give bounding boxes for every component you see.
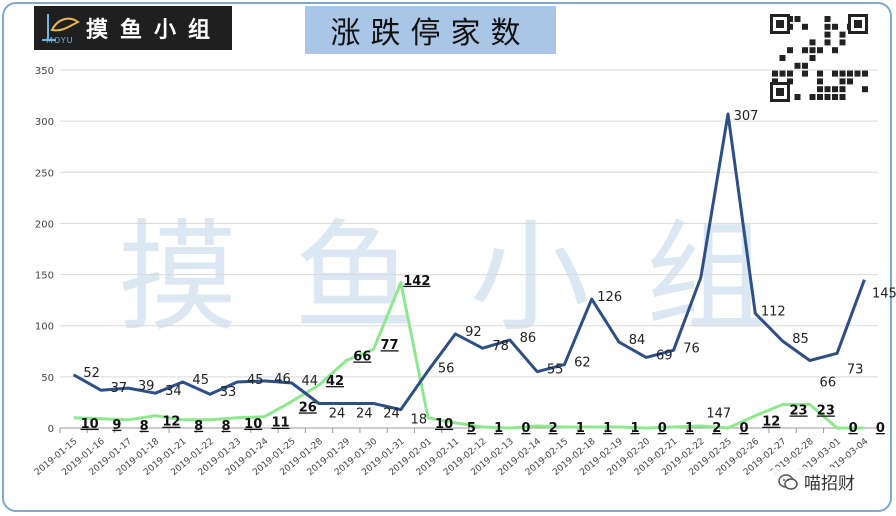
- data-label-down: 0: [740, 421, 749, 436]
- data-label-up: 69: [656, 348, 673, 363]
- data-label-up: 73: [847, 362, 864, 377]
- y-tick-label: 350: [35, 66, 54, 77]
- data-label-up: 84: [629, 333, 646, 348]
- data-label-up: 145: [872, 287, 896, 302]
- data-label-up: 52: [83, 366, 100, 381]
- data-label-down: 5: [467, 421, 476, 436]
- data-label-up: 24: [383, 406, 400, 421]
- data-label-up: 147: [706, 407, 731, 422]
- data-label-down: 8: [140, 419, 149, 434]
- data-label-down: 0: [849, 421, 858, 436]
- y-tick-label: 0: [48, 424, 54, 435]
- data-label-up: 33: [220, 385, 237, 400]
- data-label-down: 11: [271, 416, 289, 431]
- y-tick-label: 50: [41, 373, 54, 384]
- data-label-up: 85: [792, 332, 809, 347]
- y-tick-label: 250: [35, 168, 54, 179]
- data-label-down: 42: [326, 374, 344, 389]
- y-tick-label: 150: [35, 271, 54, 282]
- data-label-down: 0: [876, 421, 885, 436]
- data-label-up: 56: [438, 362, 455, 377]
- data-label-up: 126: [597, 290, 622, 305]
- brand-logo: MOYU 摸鱼小组: [34, 6, 232, 50]
- data-label-down: 1: [630, 421, 639, 436]
- series-line-down: [73, 281, 865, 430]
- data-label-down: 12: [162, 415, 180, 430]
- data-label-up: 112: [761, 304, 786, 319]
- data-label-up: 39: [138, 379, 155, 394]
- data-label-up: 62: [574, 356, 591, 371]
- data-label-down: 23: [790, 403, 808, 418]
- data-label-down: 10: [435, 417, 453, 432]
- data-label-down: 10: [244, 417, 262, 432]
- data-label-up: 34: [165, 384, 182, 399]
- data-label-down: 1: [494, 421, 503, 436]
- data-label-down: 77: [381, 338, 399, 353]
- data-label-up: 37: [111, 381, 128, 396]
- wechat-badge: 喵招财: [772, 467, 861, 496]
- data-label-down: 0: [521, 421, 530, 436]
- data-label-up: 44: [301, 374, 318, 389]
- data-label-down: 2: [549, 421, 558, 436]
- data-label-up: 18: [411, 413, 428, 428]
- wechat-icon: [778, 473, 798, 490]
- data-label-down: 66: [353, 349, 371, 364]
- y-tick-label: 200: [35, 219, 54, 230]
- data-label-down: 23: [817, 403, 835, 418]
- fish-logo-icon: MOYU: [34, 6, 86, 50]
- wechat-label: 喵招财: [804, 474, 855, 494]
- y-tick-label: 300: [35, 117, 54, 128]
- chart-title-box: 涨跌停家数: [305, 6, 556, 54]
- logo-sub-text: MOYU: [46, 36, 74, 45]
- data-label-up: 46: [274, 372, 291, 387]
- data-label-down: 1: [576, 421, 585, 436]
- data-label-down: 9: [112, 418, 121, 433]
- data-label-up: 55: [547, 363, 564, 378]
- data-label-down: 26: [299, 400, 317, 415]
- data-label-up: 66: [820, 375, 837, 390]
- data-label-down: 8: [221, 419, 230, 434]
- data-label-down: 8: [194, 419, 203, 434]
- data-label-up: 24: [356, 406, 373, 421]
- data-label-down: 1: [685, 421, 694, 436]
- qr-code-icon: [768, 12, 872, 104]
- data-label-up: 76: [683, 341, 700, 356]
- data-label-down: 0: [658, 421, 667, 436]
- data-label-up: 45: [192, 373, 209, 388]
- chart-title: 涨跌停家数: [330, 16, 531, 51]
- y-tick-label: 100: [35, 322, 54, 333]
- data-label-down: 10: [81, 417, 99, 432]
- data-label-down: 2: [712, 421, 721, 436]
- data-label-down: 142: [403, 274, 430, 289]
- series-line-up: [72, 112, 866, 412]
- data-label-up: 86: [520, 331, 537, 346]
- data-label-up: 24: [329, 406, 346, 421]
- data-label-up: 307: [734, 109, 759, 124]
- data-label-up: 45: [247, 373, 264, 388]
- data-label-down: 12: [762, 415, 780, 430]
- data-label-up: 92: [465, 325, 482, 340]
- data-label-up: 78: [492, 339, 509, 354]
- logo-text: 摸鱼小组: [86, 18, 223, 43]
- data-label-down: 1: [603, 421, 612, 436]
